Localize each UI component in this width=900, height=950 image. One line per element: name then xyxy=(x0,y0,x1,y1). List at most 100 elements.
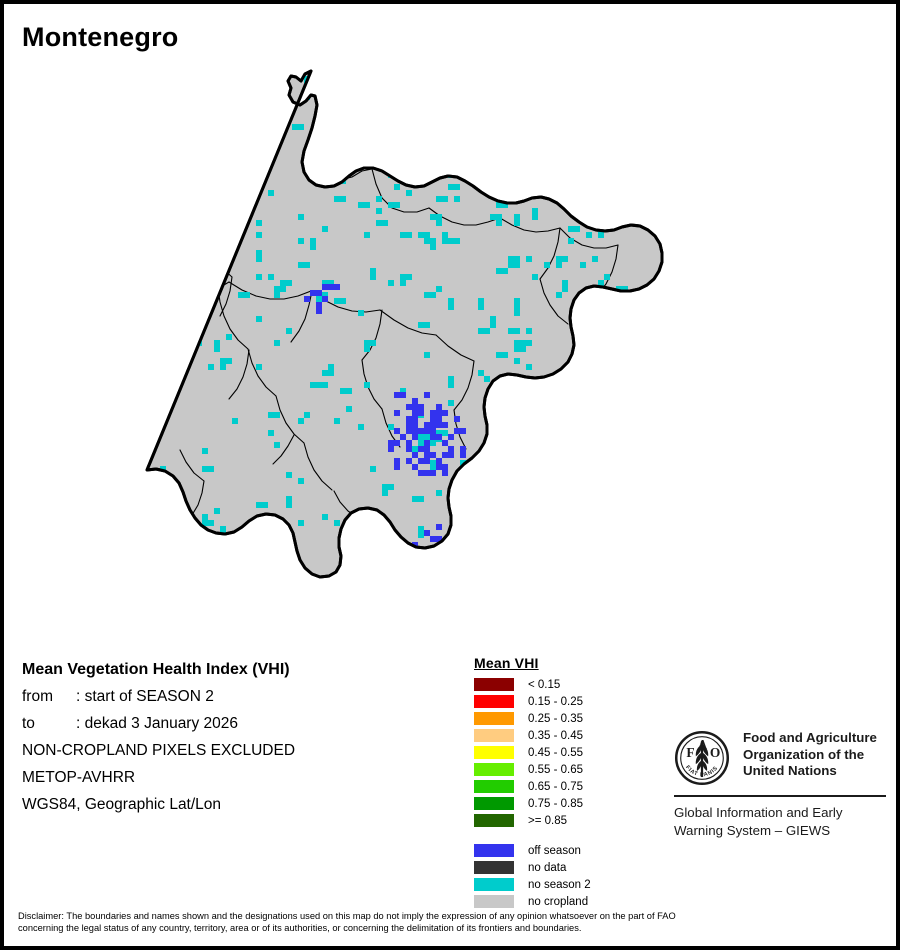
map-canvas[interactable] xyxy=(4,50,896,650)
raster-cell xyxy=(646,448,652,454)
legend-special-row[interactable]: no season 2 xyxy=(474,876,654,893)
raster-cell xyxy=(394,392,400,398)
raster-cell xyxy=(298,418,304,424)
raster-cell xyxy=(430,238,436,244)
legend-class-row[interactable]: 0.25 - 0.35 xyxy=(474,710,654,727)
raster-cell xyxy=(130,244,136,250)
raster-cell xyxy=(388,166,394,172)
legend-swatch xyxy=(474,797,514,810)
raster-cell xyxy=(196,71,202,76)
raster-cell xyxy=(424,322,430,328)
raster-cell xyxy=(394,458,400,464)
raster-cell xyxy=(256,364,262,370)
raster-cell xyxy=(442,440,448,446)
raster-cell xyxy=(430,536,436,542)
raster-cell xyxy=(484,154,490,160)
raster-cell xyxy=(400,142,406,148)
raster-cell xyxy=(424,238,430,244)
raster-cell xyxy=(406,190,412,196)
raster-cell xyxy=(436,416,442,422)
disclaimer-text: Disclaimer: The boundaries and names sho… xyxy=(18,910,882,935)
raster-cell xyxy=(514,520,520,526)
raster-cell xyxy=(436,464,442,470)
raster-cell xyxy=(586,490,592,496)
legend-special-row[interactable]: no cropland xyxy=(474,893,654,910)
raster-cell xyxy=(166,100,172,106)
raster-cell xyxy=(478,370,484,376)
raster-cell xyxy=(244,118,250,124)
raster-cell xyxy=(328,364,334,370)
raster-cell xyxy=(538,142,544,148)
raster-cell xyxy=(436,490,442,496)
legend-special-row[interactable]: off season xyxy=(474,842,654,859)
raster-cell xyxy=(454,196,460,202)
raster-cell xyxy=(544,148,550,154)
raster-cell xyxy=(304,296,310,302)
legend-class-row[interactable]: 0.15 - 0.25 xyxy=(474,693,654,710)
raster-cell xyxy=(130,250,136,256)
legend-spacer xyxy=(474,829,654,842)
raster-cell xyxy=(634,466,640,472)
raster-cell xyxy=(268,274,274,280)
raster-cell xyxy=(400,232,406,238)
raster-cell xyxy=(568,160,574,166)
legend-special-row[interactable]: no data xyxy=(474,859,654,876)
district-border xyxy=(275,395,305,444)
raster-cell xyxy=(424,292,430,298)
raster-cell xyxy=(388,202,394,208)
legend-class-row[interactable]: < 0.15 xyxy=(474,676,654,693)
raster-cell xyxy=(628,136,634,142)
raster-cell xyxy=(514,298,520,304)
raster-cell xyxy=(424,440,430,446)
raster-cell xyxy=(376,220,382,226)
raster-cell xyxy=(478,304,484,310)
raster-cell xyxy=(430,434,436,440)
legend-class-row[interactable]: 0.45 - 0.55 xyxy=(474,744,654,761)
legend-class-row[interactable]: 0.65 - 0.75 xyxy=(474,778,654,795)
raster-cell xyxy=(682,322,688,328)
raster-cell xyxy=(400,392,406,398)
raster-cell xyxy=(532,208,538,214)
raster-cell xyxy=(658,82,662,88)
raster-cell xyxy=(670,166,676,172)
raster-cell xyxy=(514,310,520,316)
raster-cell xyxy=(220,358,226,364)
raster-cell xyxy=(370,340,376,346)
legend-label: 0.35 - 0.45 xyxy=(528,729,583,742)
raster-cell xyxy=(376,568,382,574)
raster-cell xyxy=(586,502,592,508)
raster-cell xyxy=(412,112,418,118)
info-from-value: : start of SEASON 2 xyxy=(76,688,214,705)
raster-cell xyxy=(556,172,562,178)
raster-cell xyxy=(454,94,460,100)
raster-cell xyxy=(562,286,568,292)
raster-cell xyxy=(442,196,448,202)
raster-cell xyxy=(256,316,262,322)
raster-cell xyxy=(592,136,598,142)
raster-cell xyxy=(430,466,436,472)
legend-class-row[interactable]: 0.35 - 0.45 xyxy=(474,727,654,744)
raster-cell xyxy=(268,190,274,196)
montenegro-map-svg[interactable] xyxy=(4,50,896,650)
raster-cell xyxy=(658,220,662,226)
raster-cell xyxy=(388,440,394,446)
raster-cell xyxy=(418,470,424,476)
legend-class-row[interactable]: 0.55 - 0.65 xyxy=(474,761,654,778)
raster-cell xyxy=(418,404,424,410)
fao-divider xyxy=(674,795,886,797)
raster-cell xyxy=(460,446,466,452)
raster-cell xyxy=(640,466,646,472)
legend-class-row[interactable]: 0.75 - 0.85 xyxy=(474,795,654,812)
raster-cell xyxy=(334,418,340,424)
raster-cell xyxy=(286,472,292,478)
raster-cell xyxy=(652,130,658,136)
raster-cell xyxy=(274,412,280,418)
raster-cell xyxy=(406,274,412,280)
raster-cell xyxy=(502,130,508,136)
raster-cell xyxy=(286,280,292,286)
raster-cell xyxy=(688,316,694,322)
legend-class-row[interactable]: >= 0.85 xyxy=(474,812,654,829)
raster-cell xyxy=(274,442,280,448)
raster-cell xyxy=(514,220,520,226)
raster-cell xyxy=(544,520,550,526)
